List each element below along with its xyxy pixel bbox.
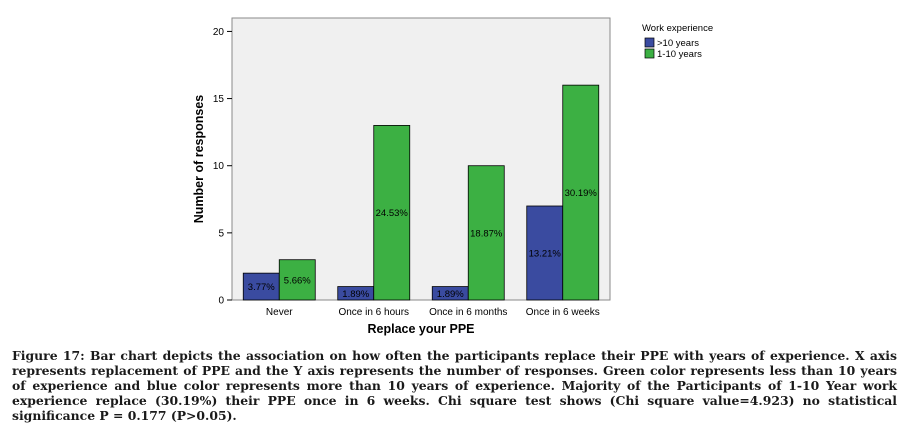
bar-data-label: 1.89% [437,289,464,300]
bar [526,205,564,301]
bar-data-label: 30.19% [565,188,598,199]
legend-label: >10 years [657,38,699,49]
bar [278,259,316,301]
bar-data-label: 24.53% [376,208,409,219]
legend-title: Work experience [642,23,713,34]
y-tick-label: 10 [213,161,225,172]
bar [467,165,505,301]
bar [562,84,600,301]
y-axis: 0 5 10 15 20 [213,27,232,307]
x-tick-label: Once in 6 hours [338,307,409,318]
x-axis-label: Replace your PPE [368,322,475,336]
figure-caption: Figure 17: Bar chart depicts the associa… [12,348,897,423]
bar [373,125,411,301]
y-tick-label: 5 [218,228,224,239]
y-tick-label: 15 [213,94,225,105]
x-tick-label: Never [266,307,293,318]
legend-label: 1-10 years [657,49,702,60]
y-tick-label: 20 [213,27,225,38]
x-tick-label: Once in 6 weeks [526,307,600,318]
bar-data-label: 18.87% [470,228,503,239]
legend-swatch [644,37,655,48]
bar-data-label: 13.21% [529,249,562,260]
x-tick-label: Once in 6 months [429,307,507,318]
bar-data-label: 3.77% [248,282,275,293]
bars: 3.77% 5.66% 1.89% 24.53% 1.89% 18.87% 13.21% 30… [242,84,600,301]
x-axis: Never Once in 6 hours Once in 6 months Once… [266,307,600,318]
legend-swatch [644,48,655,59]
bar-chart: 0 5 10 15 20 Never Once in 6 hours Once in 6 m… [192,17,713,336]
bar [242,272,280,301]
bar-data-label: 1.89% [342,289,369,300]
bar-data-label: 5.66% [284,275,311,286]
y-axis-label: Number of responses [192,95,206,224]
y-tick-label: 0 [218,296,224,307]
